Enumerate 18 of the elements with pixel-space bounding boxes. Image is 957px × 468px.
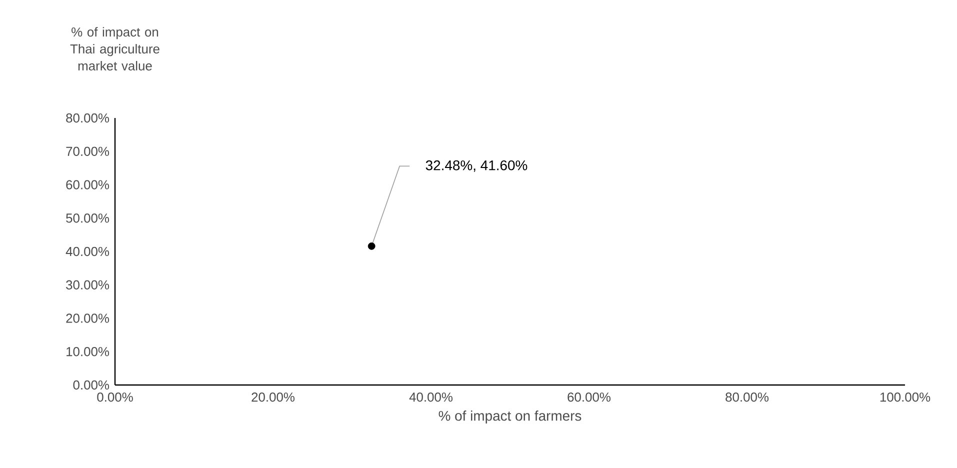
y-axis-title: % of impact on Thai agriculture market value <box>70 27 160 70</box>
y-tick-label: 80.00% <box>66 113 110 123</box>
x-tick-label: 40.00% <box>409 392 453 402</box>
x-tick-label: 80.00% <box>726 392 769 402</box>
y-tick-label: 70.00% <box>66 146 110 156</box>
y-tick-label: 40.00% <box>66 246 110 256</box>
x-tick-label: 0.00% <box>97 392 133 402</box>
y-tick-label: 30.00% <box>66 280 110 290</box>
y-tick-label: 60.00% <box>66 180 110 190</box>
y-tick-label: 50.00% <box>66 214 110 223</box>
x-tick-label: 60.00% <box>568 392 611 402</box>
y-tick-label: 20.00% <box>66 314 110 323</box>
x-axis-title: % of impact on farmers <box>438 410 582 424</box>
y-tick-label: 0.00% <box>73 380 110 390</box>
y-tick-label: 10.00% <box>66 347 110 356</box>
x-tick-label: 20.00% <box>252 392 295 402</box>
annotation: 32.48%, 41.60% <box>426 160 528 172</box>
x-tick-label: 100.00% <box>880 392 930 402</box>
